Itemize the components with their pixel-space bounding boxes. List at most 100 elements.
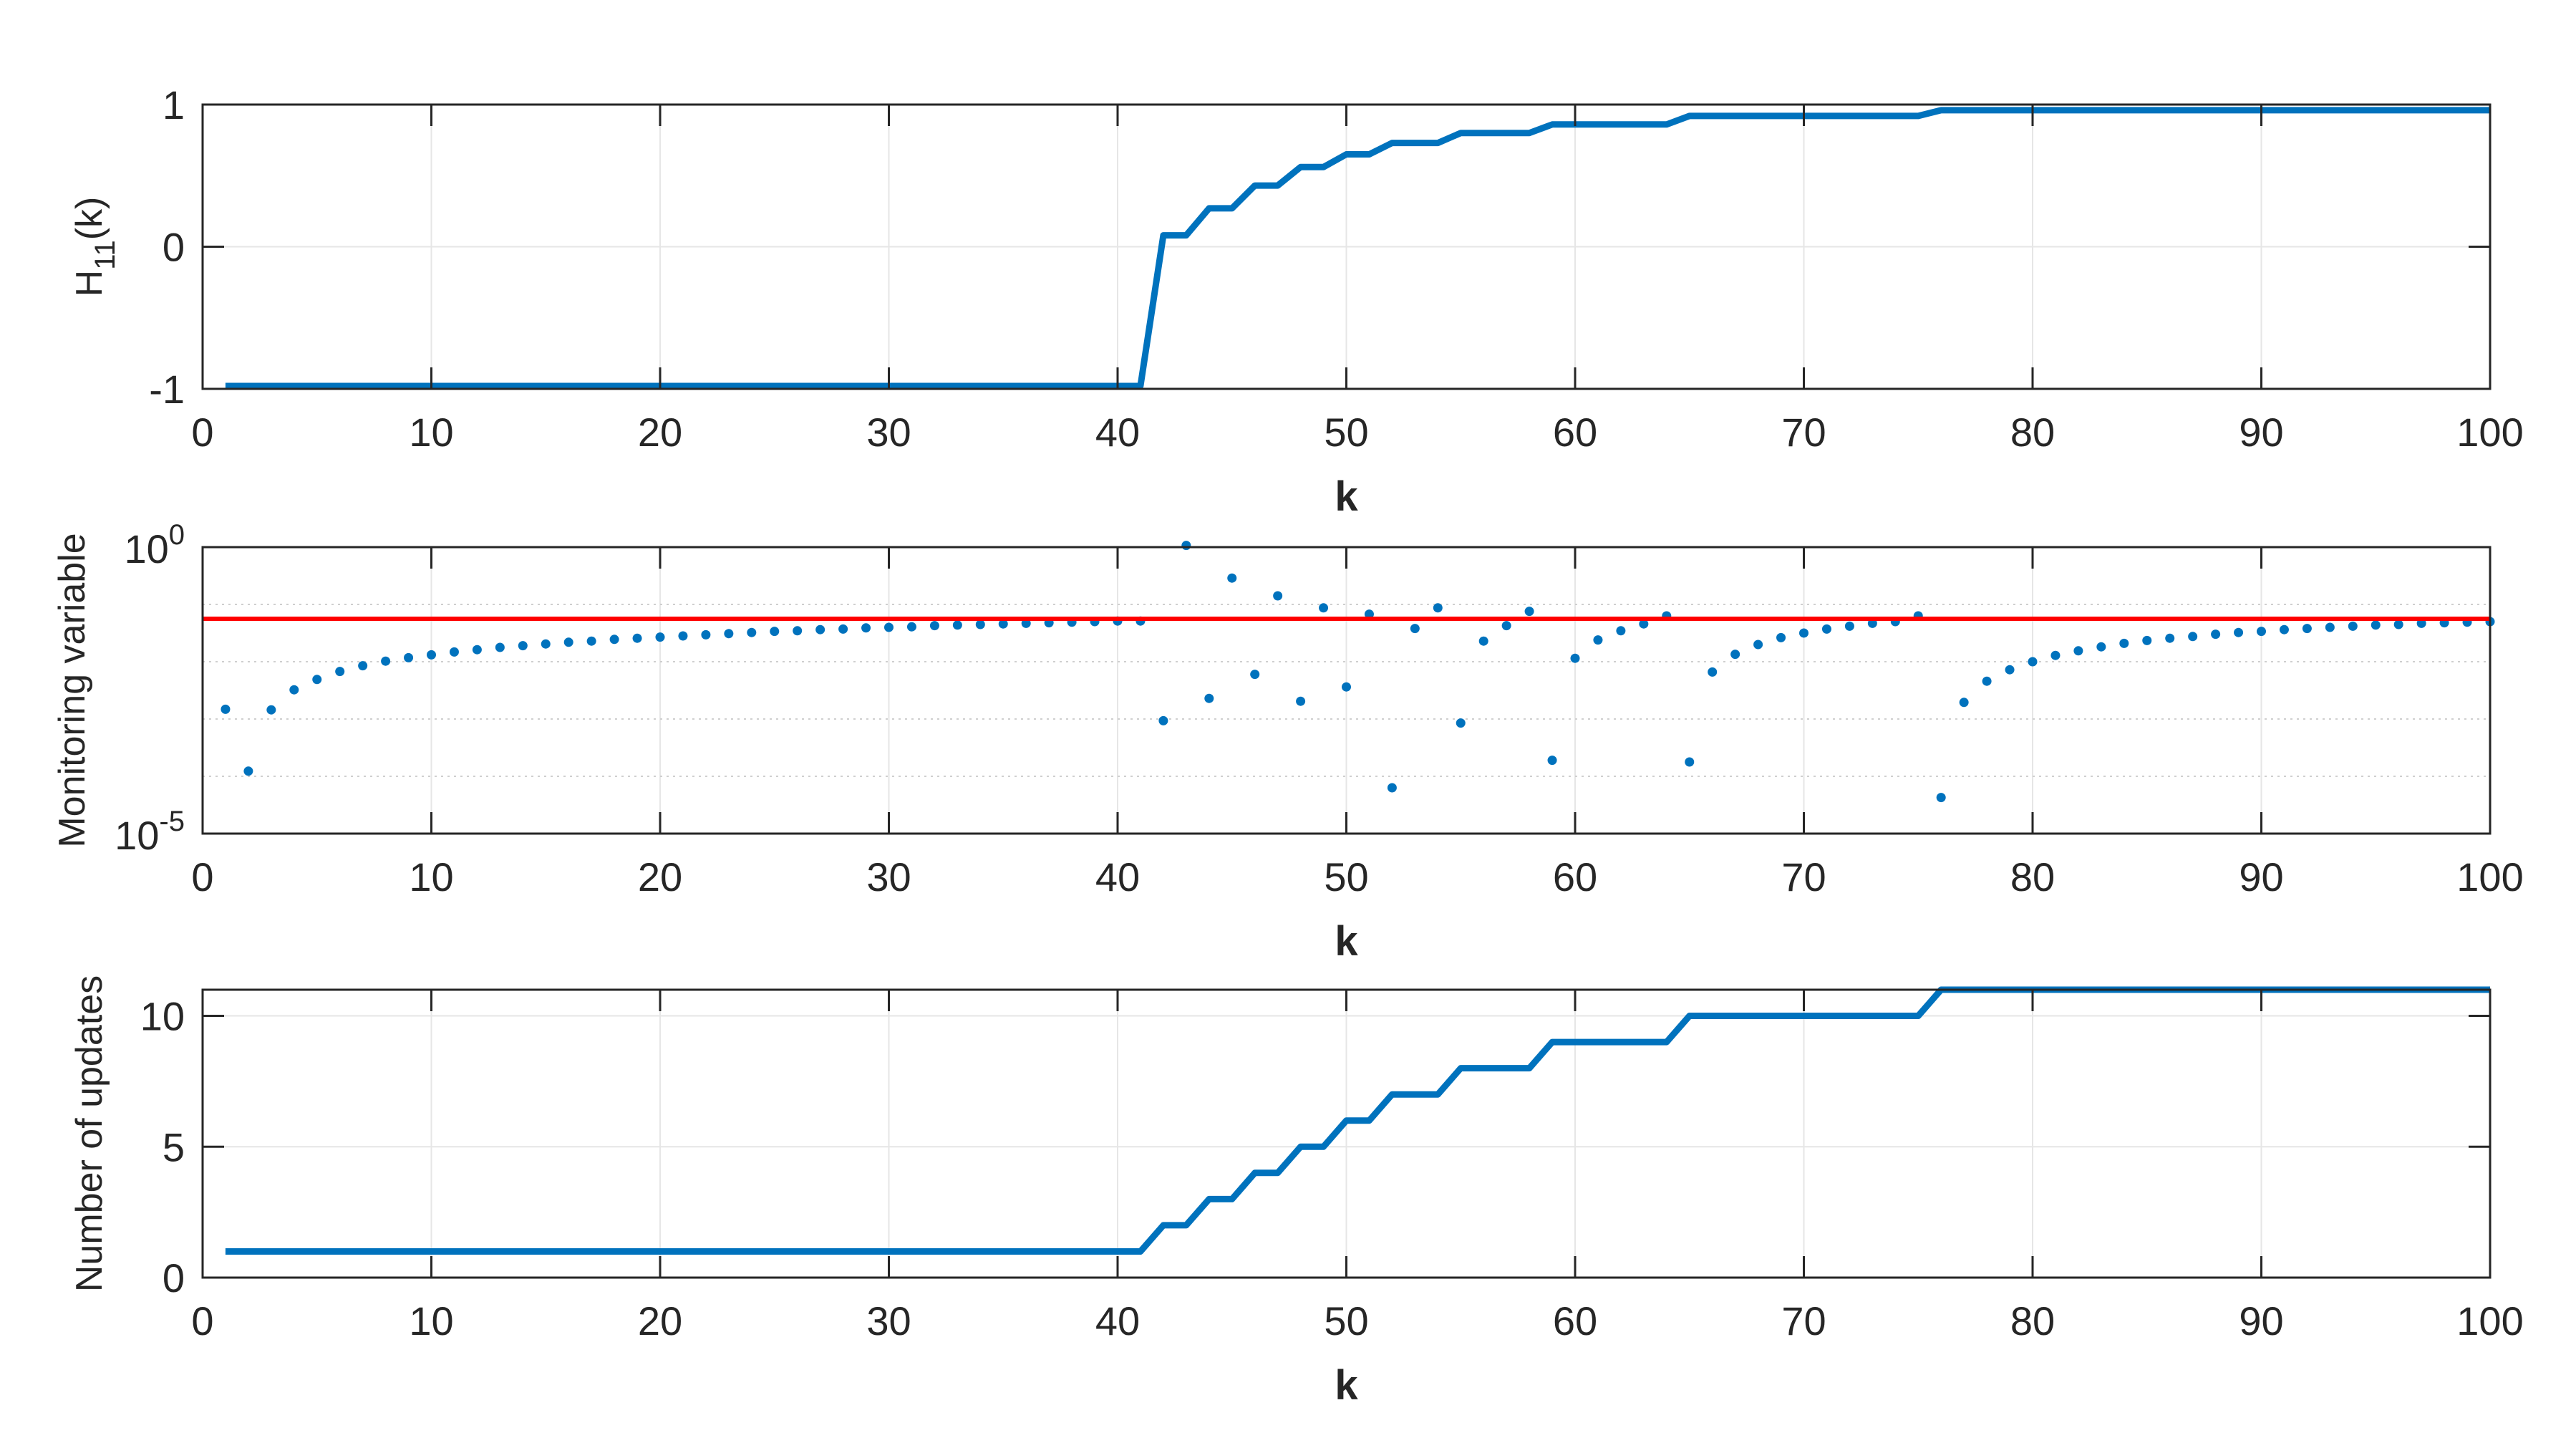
data-point: [998, 619, 1008, 629]
y-tick-exponent: -5: [159, 806, 185, 837]
x-tick-label: 100: [2456, 410, 2523, 455]
y-tick-label: 0: [163, 225, 185, 270]
data-point: [1867, 618, 1877, 628]
data-point: [1685, 757, 1695, 767]
data-point: [1456, 718, 1466, 728]
data-point: [1181, 541, 1191, 551]
data-point: [975, 619, 985, 629]
data-point: [793, 626, 803, 636]
x-axis-label: k: [1335, 918, 1358, 965]
data-point: [2393, 619, 2403, 629]
x-tick-label: 30: [866, 410, 911, 455]
data-point: [2234, 627, 2244, 637]
y-axis-label-tail: (k): [69, 197, 110, 241]
data-point: [381, 656, 391, 666]
data-point: [1547, 756, 1557, 766]
x-axis-label: k: [1335, 473, 1358, 520]
data-point: [678, 631, 688, 641]
x-tick-label: 80: [2010, 1298, 2055, 1343]
data-point: [815, 624, 825, 635]
x-tick-label: 70: [1781, 410, 1826, 455]
data-point: [1433, 603, 1443, 613]
data-point: [770, 627, 780, 637]
data-point: [1753, 640, 1763, 650]
data-point: [1799, 628, 1808, 638]
data-point: [2165, 633, 2175, 643]
data-point: [1730, 650, 1740, 660]
data-point: [747, 627, 757, 637]
x-tick-label: 0: [191, 1298, 213, 1343]
monitoring-variable-panel: 0 10 20 30 40 50 60 70 80 90 10010010-5kMonitoring…: [52, 519, 2524, 965]
data-point: [563, 637, 573, 647]
data-point: [1204, 693, 1214, 703]
data-point: [449, 647, 459, 657]
data-point: [632, 633, 642, 643]
data-point: [2005, 665, 2015, 675]
data-point: [1936, 793, 1946, 803]
x-tick-label: 90: [2239, 410, 2283, 455]
data-point: [266, 705, 276, 715]
x-tick-label: 0: [191, 854, 213, 899]
data-point: [1250, 670, 1260, 680]
data-point: [2416, 618, 2426, 628]
data-point: [1616, 626, 1626, 636]
x-tick-label: 70: [1781, 854, 1826, 899]
data-point: [335, 667, 345, 677]
data-point: [1844, 621, 1854, 631]
x-tick-label: 10: [409, 1298, 453, 1343]
data-point: [1227, 573, 1237, 583]
data-point: [404, 652, 414, 662]
x-tick-label: 40: [1095, 410, 1140, 455]
x-tick-label: 10: [409, 410, 453, 455]
y-axis-label: Monitoring variable: [52, 533, 93, 847]
data-point: [1524, 607, 1534, 617]
x-axis-label: k: [1335, 1362, 1358, 1409]
y-axis-label-subscript: 11: [89, 240, 121, 270]
data-point: [1570, 653, 1580, 663]
x-tick-label: 80: [2010, 410, 2055, 455]
x-tick-label: 60: [1553, 410, 1597, 455]
data-point: [2211, 629, 2221, 640]
data-point: [243, 766, 253, 776]
data-point: [655, 632, 665, 642]
x-tick-label: 20: [638, 854, 682, 899]
data-point: [289, 685, 299, 695]
y-axis-label-main: H: [69, 270, 110, 297]
y-tick-label: -1: [149, 367, 185, 412]
data-point: [906, 622, 916, 632]
x-tick-label: 20: [638, 1298, 682, 1343]
data-point: [312, 675, 322, 685]
data-point: [2073, 646, 2083, 656]
x-tick-label: 60: [1553, 854, 1597, 899]
data-point: [929, 621, 939, 631]
data-point: [2142, 635, 2152, 645]
data-point: [518, 641, 528, 651]
data-point: [838, 624, 848, 634]
y-tick-label: 100: [124, 519, 185, 571]
x-tick-label: 60: [1553, 1298, 1597, 1343]
y-axis-label: H11(k): [69, 197, 121, 297]
y-tick-label: 5: [163, 1124, 185, 1169]
x-tick-label: 40: [1095, 854, 1140, 899]
number-of-updates-panel: 0 10 20 30 40 50 60 70 80 90 100 0 5 10 k Number of upd…: [69, 975, 2524, 1409]
x-tick-label: 10: [409, 854, 453, 899]
data-point: [1273, 591, 1283, 601]
x-tick-label: 70: [1781, 1298, 1826, 1343]
data-point: [1319, 603, 1329, 613]
x-tick-label: 90: [2239, 1298, 2283, 1343]
data-point: [2325, 622, 2335, 632]
data-point: [495, 642, 505, 652]
series-line: [225, 107, 2490, 390]
data-point: [2096, 642, 2106, 652]
data-point: [358, 661, 368, 671]
data-point: [2279, 624, 2289, 635]
y-tick-label: 10: [140, 994, 185, 1039]
x-tick-label: 40: [1095, 1298, 1140, 1343]
data-point: [1342, 682, 1351, 692]
data-point: [1158, 715, 1168, 725]
data-point: [2119, 638, 2129, 648]
data-point: [1478, 636, 1488, 646]
data-point: [1708, 667, 1718, 677]
y-tick-exponent: 0: [169, 519, 185, 551]
